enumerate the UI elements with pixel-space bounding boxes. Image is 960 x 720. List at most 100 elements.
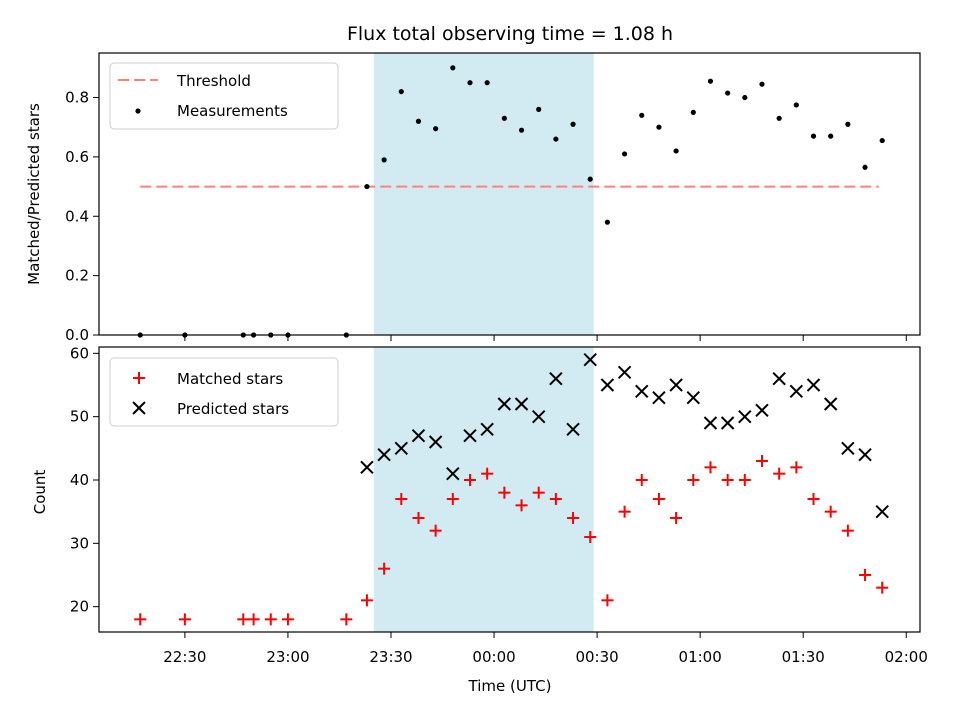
measurement-point xyxy=(656,124,662,130)
measurement-point xyxy=(450,65,456,71)
predicted-star-point xyxy=(531,409,546,424)
measurement-point xyxy=(364,183,370,190)
bottom-x-tick-label: 22:30 xyxy=(163,648,206,666)
matched-star-point xyxy=(755,455,768,467)
top-y-tick-label: 0.8 xyxy=(65,89,89,107)
measurement-point xyxy=(501,115,507,121)
bottom-shaded-interval xyxy=(373,347,594,632)
top-y-tick-label: 0.6 xyxy=(65,148,89,166)
predicted-star-point xyxy=(738,409,752,424)
measurements-legend-label: Measurements xyxy=(177,102,288,120)
measurement-point xyxy=(690,109,696,115)
predicted-star-point xyxy=(841,441,855,456)
measurement-point xyxy=(879,137,885,144)
measurement-point xyxy=(570,121,576,127)
top-y-axis-label: Matched/Predicted stars xyxy=(25,103,43,285)
matched-star-point xyxy=(481,467,494,480)
predicted-star-point xyxy=(394,441,408,456)
top-shaded-interval xyxy=(373,53,594,335)
matched-star-point xyxy=(446,493,459,505)
predicted-star-point xyxy=(566,422,580,437)
matched-star-point xyxy=(395,493,408,505)
predicted-star-point xyxy=(497,397,512,411)
threshold-legend-label: Threshold xyxy=(176,72,251,90)
bottom-x-ticks: 22:30 23:00 23:30 00:00 00:30 01:00 01:30 02:00 xyxy=(163,632,928,666)
bottom-x-tick-label: 23:00 xyxy=(266,648,309,666)
matched-star-point xyxy=(841,524,854,537)
measurement-point xyxy=(759,81,765,87)
top-plot-frame xyxy=(98,52,921,336)
matched-star-point xyxy=(807,493,820,505)
bottom-x-tick-label: 02:00 xyxy=(885,648,928,666)
matched-star-point xyxy=(463,474,476,486)
measurement-point xyxy=(673,148,679,154)
measurement-point xyxy=(639,112,645,118)
bottom-legend: Matched stars Predicted stars xyxy=(109,357,339,427)
top-panel: 0.00.20.40.60.8 Matched/Predicted stars … xyxy=(25,52,921,344)
predicted-stars-points xyxy=(360,352,889,519)
predicted-star-point xyxy=(600,378,615,392)
bottom-y-tick-label: 30 xyxy=(70,534,89,552)
predicted-star-point xyxy=(446,466,460,481)
predicted-star-point xyxy=(583,352,597,367)
predicted-star-point xyxy=(463,428,477,443)
predicted-star-point xyxy=(789,384,804,399)
measurement-point xyxy=(433,126,439,132)
bottom-legend-box xyxy=(109,357,339,427)
matched-star-point xyxy=(790,461,803,474)
matched-star-point xyxy=(360,594,373,607)
predicted-star-point xyxy=(377,447,391,462)
matched-star-point xyxy=(264,613,277,626)
measurement-point xyxy=(742,94,748,101)
bottom-y-tick-label: 20 xyxy=(70,598,89,616)
predicted-star-point xyxy=(617,365,632,380)
top-y-ticks: 0.0 0.2 0.4 0.6 0.8 xyxy=(65,89,99,344)
predicted-star-point xyxy=(514,397,529,411)
bottom-x-tick-label: 00:30 xyxy=(575,648,618,666)
measurement-point xyxy=(604,219,611,225)
bottom-x-tick-label: 01:30 xyxy=(782,648,825,666)
matched-star-point xyxy=(824,505,837,518)
predicted-star-point xyxy=(703,416,718,430)
predicted-star-point xyxy=(411,428,426,443)
bottom-y-axis-label: Count xyxy=(31,470,49,515)
matched-star-point xyxy=(429,524,442,537)
chart-title: Flux total observing time = 1.08 h xyxy=(347,23,673,45)
predicted-star-point xyxy=(720,416,735,430)
top-legend-box xyxy=(109,62,339,130)
predicted-star-point xyxy=(875,504,889,519)
measurement-point xyxy=(810,133,817,139)
matched-star-point xyxy=(635,474,648,486)
top-y-tick-label: 0.2 xyxy=(65,267,89,285)
matched-star-point xyxy=(532,486,545,499)
measurement-point xyxy=(776,115,782,121)
matched-star-point xyxy=(738,474,751,486)
predicted-star-point xyxy=(806,378,821,392)
bottom-y-tick-label: 40 xyxy=(70,471,89,489)
bottom-y-ticks: 20 30 40 50 60 xyxy=(70,344,99,616)
matched-star-point xyxy=(237,613,250,626)
predicted-star-point xyxy=(823,397,838,411)
matched-star-point xyxy=(340,613,353,626)
matched-star-point xyxy=(281,613,294,626)
matched-star-point xyxy=(670,512,683,524)
bottom-y-tick-label: 60 xyxy=(70,344,89,362)
matched-star-point xyxy=(876,581,889,594)
measurement-point xyxy=(398,88,404,95)
matched-legend-swatch xyxy=(133,372,145,384)
matched-star-point xyxy=(178,613,191,626)
measurement-point xyxy=(553,136,559,142)
top-y-tick-label: 0.4 xyxy=(65,207,89,225)
matched-star-point xyxy=(378,562,391,575)
bottom-x-tick-label: 01:00 xyxy=(679,648,722,666)
measurement-point xyxy=(707,78,714,84)
predicted-star-point xyxy=(480,422,494,437)
measurements-legend-swatch xyxy=(135,108,141,114)
predicted-star-point xyxy=(428,435,443,449)
matched-star-point xyxy=(412,512,425,524)
matched-star-point xyxy=(601,594,614,607)
bottom-y-tick-label: 50 xyxy=(70,408,89,426)
matched-star-point xyxy=(247,613,260,626)
measurement-point xyxy=(725,90,731,96)
